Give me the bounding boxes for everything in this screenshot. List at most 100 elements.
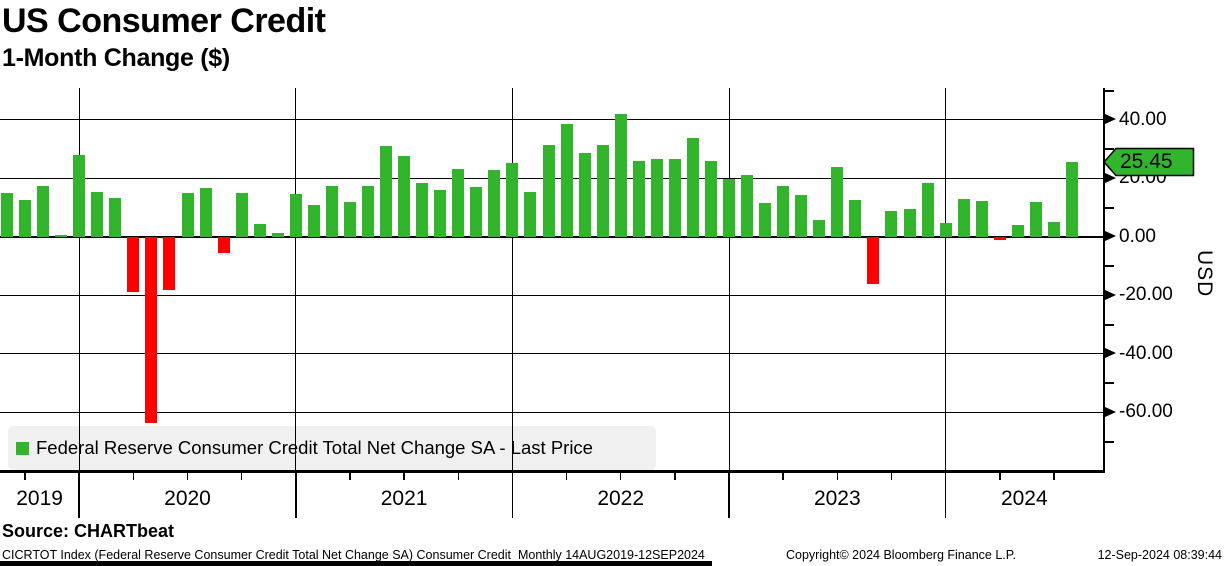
bar <box>542 144 555 237</box>
bar <box>759 203 772 237</box>
h-gridline <box>0 294 1103 296</box>
year-gridline <box>511 88 513 470</box>
bar <box>632 161 645 237</box>
bar <box>19 199 32 237</box>
x-axis-minor-tick <box>349 473 351 480</box>
y-axis-arrow-tick <box>1105 348 1116 359</box>
y-axis-arrow-tick <box>1105 289 1116 300</box>
y-axis-tick-label: -20.00 <box>1119 284 1173 306</box>
x-axis-year-label: 2019 <box>16 487 63 510</box>
bar <box>235 192 248 237</box>
bar <box>1 193 13 237</box>
bar <box>109 197 122 237</box>
year-gridline <box>295 88 297 470</box>
source-line: Source: CHARTbeat <box>2 521 175 541</box>
x-axis-year-label: 2023 <box>813 487 861 510</box>
x-axis-minor-tick <box>1053 473 1055 480</box>
bar <box>307 204 320 237</box>
bar <box>289 194 302 237</box>
y-axis-tick-label: 0.00 <box>1119 225 1156 247</box>
x-axis-minor-tick <box>890 473 893 480</box>
bar <box>55 234 68 237</box>
bar <box>993 236 1006 240</box>
copyright-notice: Copyright© 2024 Bloomberg Finance L.P. <box>786 548 1016 562</box>
bar <box>506 162 519 237</box>
bar <box>650 159 663 237</box>
bar <box>704 161 717 237</box>
bar <box>903 209 916 237</box>
y-axis-minor-tick <box>1105 89 1114 92</box>
bar <box>957 198 970 237</box>
bar <box>343 202 356 237</box>
bar <box>416 183 429 237</box>
bottom-black-bar <box>0 561 712 566</box>
x-axis-minor-tick <box>24 473 26 480</box>
bar <box>271 233 284 237</box>
bar <box>181 192 194 237</box>
bar <box>127 236 140 293</box>
x-axis-minor-tick <box>999 473 1001 480</box>
chart-title: US Consumer Credit <box>2 2 326 40</box>
x-axis-year-label: 2024 <box>1000 487 1048 510</box>
bar <box>145 236 158 423</box>
y-axis-minor-tick <box>1105 206 1114 209</box>
x-axis-year-label: 2021 <box>380 487 428 510</box>
x-axis-minor-tick <box>132 473 135 480</box>
x-axis-minor-tick <box>619 473 622 480</box>
bar <box>939 222 952 237</box>
bar <box>596 144 609 237</box>
x-axis-year-label: 2020 <box>164 487 211 510</box>
x-axis-major-tick <box>728 473 730 518</box>
x-axis-minor-tick <box>836 473 839 480</box>
x-axis-minor-tick <box>240 473 243 480</box>
y-axis-minor-tick <box>1105 382 1114 385</box>
y-axis-arrow-tick <box>1105 231 1116 242</box>
bar <box>488 170 501 237</box>
h-gridline <box>0 353 1103 355</box>
last-price-badge: 25.45 <box>1102 147 1195 177</box>
last-price-badge-shape <box>1102 148 1195 177</box>
bar <box>452 169 465 237</box>
bar <box>885 211 898 237</box>
year-gridline <box>728 88 730 470</box>
x-axis-minor-tick <box>782 473 784 480</box>
y-axis-minor-tick <box>1105 148 1114 151</box>
x-axis-major-tick <box>944 473 947 518</box>
bar <box>253 224 266 237</box>
y-axis-minor-tick <box>1105 440 1114 443</box>
x-axis-minor-tick <box>565 473 568 480</box>
x-axis-minor-tick <box>674 473 676 480</box>
index-description: CICRTOT Index (Federal Reserve Consumer … <box>2 548 705 562</box>
bar <box>1065 162 1078 237</box>
legend-swatch-icon <box>16 441 29 455</box>
x-axis-major-tick <box>295 473 297 518</box>
last-price-value: 25.45 <box>1120 150 1173 174</box>
bar <box>560 123 573 237</box>
y-axis-arrow-tick <box>1105 172 1116 183</box>
bar <box>380 145 393 237</box>
bar <box>813 220 826 237</box>
h-gridline <box>0 235 1103 238</box>
legend-label: Federal Reserve Consumer Credit Total Ne… <box>36 437 593 458</box>
y-axis-arrow-tick <box>1105 406 1116 417</box>
year-gridline <box>78 88 80 470</box>
bar <box>325 185 338 237</box>
x-axis-major-tick <box>78 473 80 518</box>
bar <box>199 187 212 237</box>
x-axis-year-label: 2022 <box>597 487 645 510</box>
h-gridline <box>0 411 1103 413</box>
y-axis-arrow-tick <box>1105 114 1116 125</box>
bar <box>831 166 844 237</box>
x-axis-major-tick <box>511 473 514 518</box>
h-gridline <box>0 119 1103 121</box>
bar <box>470 187 483 237</box>
bar <box>668 159 681 237</box>
y-axis-tick-label: 40.00 <box>1119 108 1167 130</box>
bar <box>217 236 230 253</box>
bar <box>921 183 934 237</box>
bar <box>795 194 808 237</box>
bar <box>614 114 627 237</box>
bar <box>73 154 86 237</box>
chart-subtitle: 1-Month Change ($) <box>2 44 230 72</box>
x-axis-minor-tick <box>403 473 405 480</box>
